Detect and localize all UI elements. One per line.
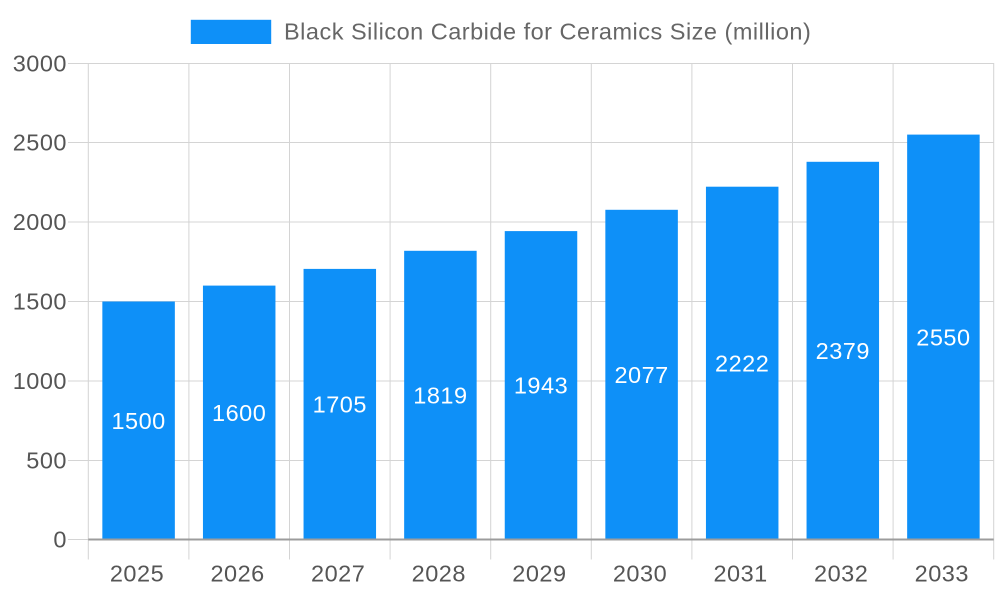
svg-text:1500: 1500: [111, 408, 165, 434]
svg-text:2027: 2027: [311, 560, 365, 586]
svg-text:1600: 1600: [212, 400, 266, 426]
svg-text:2030: 2030: [613, 560, 667, 586]
svg-text:2000: 2000: [13, 209, 67, 235]
svg-text:2028: 2028: [412, 560, 466, 586]
svg-text:1943: 1943: [514, 373, 568, 399]
svg-text:2026: 2026: [210, 560, 264, 586]
svg-text:2033: 2033: [915, 560, 969, 586]
svg-text:500: 500: [26, 448, 67, 474]
svg-text:2379: 2379: [816, 338, 870, 364]
svg-text:Black Silicon Carbide for Cera: Black Silicon Carbide for Ceramics Size …: [284, 19, 811, 45]
svg-text:2031: 2031: [713, 560, 767, 586]
svg-text:1000: 1000: [13, 368, 67, 394]
svg-text:2222: 2222: [715, 351, 769, 377]
svg-text:2500: 2500: [13, 130, 67, 156]
svg-text:0: 0: [53, 527, 67, 553]
svg-text:2029: 2029: [512, 560, 566, 586]
svg-text:2032: 2032: [814, 560, 868, 586]
svg-text:1705: 1705: [313, 392, 367, 418]
svg-text:1500: 1500: [13, 289, 67, 315]
svg-text:3000: 3000: [13, 51, 67, 77]
svg-text:2550: 2550: [916, 325, 970, 351]
svg-text:1819: 1819: [413, 383, 467, 409]
svg-text:2077: 2077: [614, 362, 668, 388]
svg-text:2025: 2025: [110, 560, 164, 586]
